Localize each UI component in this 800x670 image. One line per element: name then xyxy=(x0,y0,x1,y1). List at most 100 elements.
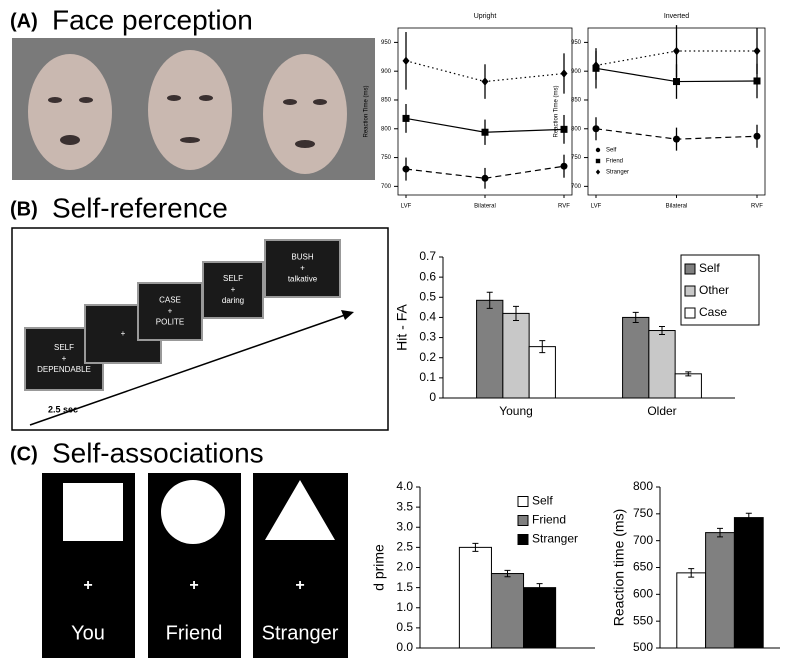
marker xyxy=(560,69,568,78)
marker xyxy=(560,125,568,133)
y-tick-label: 3.5 xyxy=(396,499,413,513)
marker xyxy=(595,158,601,164)
y-tick-label: 950 xyxy=(571,40,582,46)
y-tick-label: 700 xyxy=(633,533,653,547)
panel-title: Self-associations xyxy=(52,437,264,468)
bar xyxy=(648,330,676,399)
screen-word: daring xyxy=(222,296,244,305)
screen-word: DEPENDABLE xyxy=(37,365,91,374)
y-tick-label: 0.7 xyxy=(419,249,436,263)
face-photos xyxy=(12,38,375,180)
marker xyxy=(753,46,761,56)
card-label: Friend xyxy=(166,622,223,644)
bar xyxy=(523,587,557,649)
marker xyxy=(402,165,410,173)
y-tick-label: 1.0 xyxy=(396,600,413,614)
error-bar xyxy=(486,291,493,309)
error-bar xyxy=(717,527,723,538)
series-line xyxy=(405,165,565,179)
y-tick-label: 900 xyxy=(571,69,582,75)
legend-swatch xyxy=(517,534,529,545)
screen-word: + xyxy=(300,264,305,273)
marker xyxy=(481,174,489,182)
panel-letter: (A) xyxy=(10,10,38,32)
y-tick-label: 0.6 xyxy=(419,269,436,283)
screen-word: CASE xyxy=(159,296,181,305)
fixation-cross: + xyxy=(83,577,92,594)
screen-word: + xyxy=(62,354,67,363)
y-tick-label: 900 xyxy=(381,69,392,75)
panel-title: Face perception xyxy=(52,4,253,35)
bar xyxy=(490,573,525,649)
bar xyxy=(528,346,556,399)
legend-label: Case xyxy=(699,305,727,319)
error-bar xyxy=(504,569,511,578)
x-tick-label: LVF xyxy=(591,204,602,210)
legend-label: Self xyxy=(699,261,720,275)
legend-swatch xyxy=(517,496,529,507)
screen-word: + xyxy=(168,307,173,316)
marker xyxy=(402,56,410,66)
y-tick-label: 550 xyxy=(633,613,653,627)
error-bar xyxy=(632,311,639,323)
y-tick-label: 4.0 xyxy=(396,479,413,493)
stimulus-screen xyxy=(264,239,341,298)
x-tick-label: Bilateral xyxy=(474,204,496,210)
marker xyxy=(595,147,601,153)
x-tick-label: Bilateral xyxy=(666,204,688,210)
error-bar xyxy=(539,340,546,354)
y-axis-label: Reaction Time (ms) xyxy=(554,85,560,137)
y-tick-label: 2.0 xyxy=(396,560,413,574)
y-tick-label: 3.0 xyxy=(396,519,413,533)
stimulus-screen xyxy=(202,261,264,319)
screen-word: SELF xyxy=(54,343,74,352)
legend-swatch xyxy=(684,263,696,275)
screen-word: SELF xyxy=(223,274,243,283)
card-label: You xyxy=(71,622,105,644)
marker xyxy=(595,169,601,175)
marker xyxy=(592,125,600,133)
y-tick-label: 0.3 xyxy=(419,330,436,344)
y-tick-label: 2.5 xyxy=(396,540,413,554)
arrow-head xyxy=(341,310,354,320)
chart-title: Inverted xyxy=(664,13,689,20)
error-bar xyxy=(513,305,519,321)
marker xyxy=(673,46,680,56)
y-axis-label: d prime xyxy=(371,544,387,591)
y-tick-label: 1.5 xyxy=(396,580,413,594)
error-bar xyxy=(472,542,479,552)
screen-word: talkative xyxy=(288,275,318,284)
screen-word: + xyxy=(121,329,126,338)
y-tick-label: 750 xyxy=(633,506,653,520)
y-tick-label: 850 xyxy=(571,98,582,104)
bar xyxy=(705,532,735,649)
legend-label: Stranger xyxy=(532,532,578,546)
legend-swatch xyxy=(517,515,529,526)
screen-word: POLITE xyxy=(156,318,184,327)
legend-label: Self xyxy=(606,148,617,154)
y-tick-label: 750 xyxy=(571,155,582,161)
card-label: Stranger xyxy=(262,622,339,644)
y-axis-label: Reaction Time (ms) xyxy=(364,85,370,137)
marker xyxy=(481,128,489,136)
marker xyxy=(560,162,568,170)
chart: 500 550 600 650 700 750 800 Reaction time (ms) xyxy=(611,479,780,654)
y-tick-label: 750 xyxy=(381,155,392,161)
bar xyxy=(676,572,707,649)
marker xyxy=(673,135,680,143)
bar xyxy=(733,517,764,649)
marker xyxy=(402,114,410,122)
y-tick-label: 600 xyxy=(633,587,653,601)
y-tick-label: 800 xyxy=(571,126,582,132)
y-tick-label: 0.4 xyxy=(419,310,436,324)
screen-word: BUSH xyxy=(291,253,313,262)
legend-swatch xyxy=(684,307,696,319)
y-tick-label: 650 xyxy=(633,560,653,574)
chart: 0 0.1 0.2 0.3 0.4 0.5 0.6 0.7 Hit - FA Young Older… xyxy=(394,249,760,418)
error-bar xyxy=(688,568,695,578)
y-tick-label: 0 xyxy=(429,390,436,404)
marker xyxy=(592,61,600,70)
y-tick-label: 950 xyxy=(381,40,392,46)
shape-cards xyxy=(42,473,348,658)
